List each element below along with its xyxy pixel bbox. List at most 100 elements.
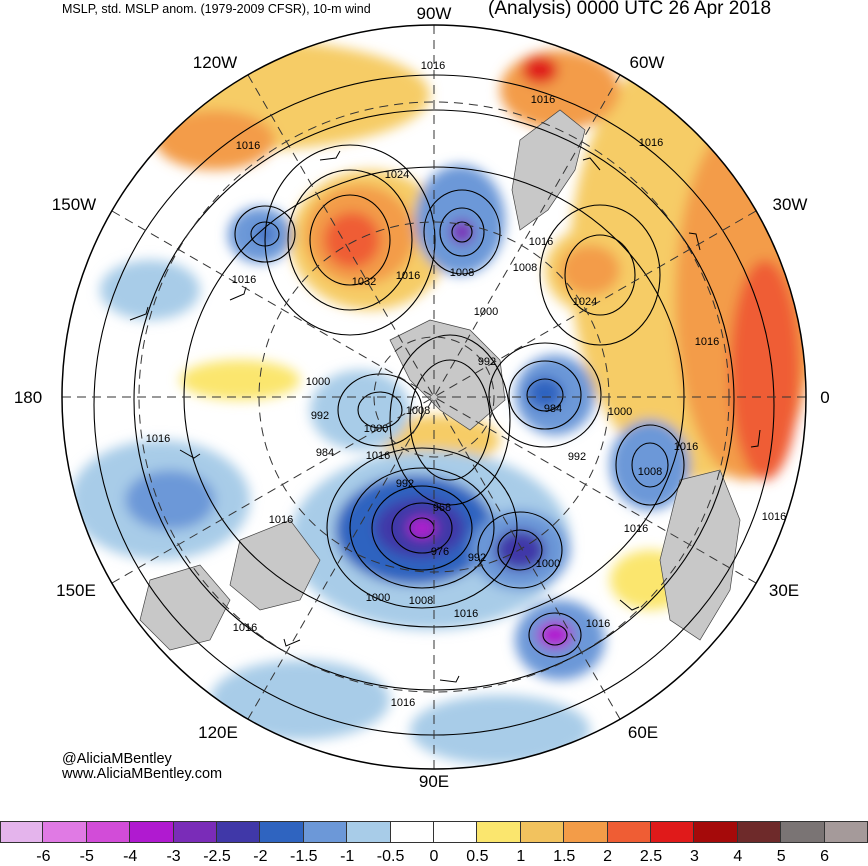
colorbar-swatch <box>86 821 131 843</box>
isobar-label: 1016 <box>531 94 555 106</box>
colorbar-tick-label: 3 <box>689 848 699 865</box>
lon-label-150E: 150E <box>56 581 96 600</box>
analysis-time-title: (Analysis) 0000 UTC 26 Apr 2018 <box>488 0 772 19</box>
isobar-label: 992 <box>568 451 586 463</box>
colorbar-tick-label: 0 <box>429 848 439 865</box>
lon-label-90E: 90E <box>419 772 449 791</box>
colorbar-swatch <box>694 821 738 843</box>
isobar-label: 1000 <box>306 376 330 388</box>
colorbar-tick-label: -2.5 <box>203 848 231 865</box>
isobar-label: 1016 <box>639 137 663 149</box>
colorbar-swatch <box>477 821 521 843</box>
isobar-label: 1016 <box>529 236 553 248</box>
colorbar-swatch <box>564 821 608 843</box>
isobar-label: 1008 <box>450 267 474 279</box>
colorbar-swatch <box>390 821 434 843</box>
colorbar-tick-label: -1 <box>340 848 355 865</box>
colorbar-swatch <box>260 821 304 843</box>
colorbar-tick-label: -2 <box>253 848 268 865</box>
colorbar-tick-label: -6 <box>36 848 51 865</box>
isobar-label: 1032 <box>352 276 376 288</box>
colorbar-swatch <box>520 821 565 843</box>
colorbar-tick-label: -1.5 <box>290 848 318 865</box>
isobar-label: 1016 <box>391 697 415 709</box>
anomaly-shading <box>62 25 806 769</box>
isobar-label: 984 <box>544 403 562 415</box>
isobar-label: 984 <box>316 447 334 459</box>
lon-label-90W: 90W <box>417 4 452 23</box>
isobar-label: 1008 <box>638 466 662 478</box>
map-title: MSLP, std. MSLP anom. (1979-2009 CFSR), … <box>62 2 371 16</box>
isobar-label: 1016 <box>421 60 445 72</box>
isobar-label: 1016 <box>762 511 786 523</box>
lon-label-120E: 120E <box>198 723 238 742</box>
colorbar-swatch <box>303 821 348 843</box>
colorbar-swatch <box>434 821 478 843</box>
colorbar-tick-label: -0.5 <box>376 848 405 865</box>
isobar-label: 992 <box>468 552 486 564</box>
colorbar-tick-label: 1 <box>516 848 526 865</box>
isobar-label: 1024 <box>573 296 597 308</box>
lon-label-150W: 150W <box>52 195 96 214</box>
colorbar-swatch <box>130 821 174 843</box>
isobar-label: 1008 <box>409 595 433 607</box>
isobar-label: 992 <box>396 478 414 490</box>
map-boundary <box>61 24 807 770</box>
colorbar-tick-label: 4 <box>733 848 743 865</box>
isobar-label: 1016 <box>695 336 719 348</box>
isobar-label: 1016 <box>232 274 256 286</box>
colorbar-tick-label: 1.5 <box>553 848 576 865</box>
colorbar-swatch <box>737 821 782 843</box>
isobar-label: 968 <box>433 502 451 514</box>
isobar-labels: 1016 1016 1016 1016 1024 1024 1032 1016 … <box>146 60 786 709</box>
isobar-label: 1016 <box>366 450 390 462</box>
colorbar-tick-label: 2 <box>603 848 613 865</box>
lon-label-0: 0 <box>820 388 829 407</box>
lon-label-60W: 60W <box>630 53 665 72</box>
colorbar-swatch <box>217 821 261 843</box>
isobar-label: 976 <box>431 546 449 558</box>
colorbar-swatch <box>781 821 825 843</box>
isobar-label: 1000 <box>474 306 498 318</box>
lon-label-30W: 30W <box>773 195 808 214</box>
colorbar-tick-label: 2.5 <box>639 848 663 865</box>
isobar-label: 992 <box>478 356 496 368</box>
lon-label-120W: 120W <box>193 53 237 72</box>
colorbar-tick-label: 6 <box>820 848 830 865</box>
isobar-label: 1016 <box>454 608 478 620</box>
anomaly-colorbar: -6 -5 -4 -3 -2.5 -2 -1.5 -1 -0.5 0 0.5 1 1.5 2 2.5 3 4 5 6 <box>0 821 868 865</box>
lon-label-180: 180 <box>14 388 42 407</box>
isobar-label: 1000 <box>366 592 390 604</box>
colorbar-swatch <box>347 821 391 843</box>
credit-url: www.AliciaMBentley.com <box>62 766 223 782</box>
colorbar-swatch <box>0 821 44 843</box>
lon-label-60E: 60E <box>628 723 658 742</box>
colorbar-swatch <box>651 821 695 843</box>
graticule <box>62 25 806 769</box>
isobar-label: 1000 <box>536 558 560 570</box>
isobar-label: 1024 <box>385 169 409 181</box>
longitude-labels: 90W 60W 30W 0 30E 60E 90E 120E 150E 180 … <box>14 4 830 791</box>
isobar-label: 1016 <box>586 618 610 630</box>
isobar-label: 1016 <box>233 622 257 634</box>
isobar-label: 1000 <box>364 423 388 435</box>
colorbar-tick-label: -4 <box>123 848 138 865</box>
colorbar-tick-label: -3 <box>166 848 181 865</box>
polar-map: 90W 60W 30W 0 30E 60E 90E 120E 150E 180 … <box>14 4 830 791</box>
colorbar-tick-label: 0.5 <box>466 848 489 865</box>
colorbar-tick-label: -5 <box>79 848 94 865</box>
isobar-label: 1008 <box>513 262 537 274</box>
isobar-label: 1016 <box>674 441 698 453</box>
credit-handle: @AliciaMBentley <box>62 751 172 767</box>
isobar-label: 1016 <box>396 270 420 282</box>
colorbar-swatch <box>607 821 651 843</box>
colorbar-swatch <box>43 821 87 843</box>
wind-barbs <box>129 150 761 683</box>
isobar-label: 1016 <box>146 433 170 445</box>
isobar-label: 992 <box>311 410 329 422</box>
colorbar-swatch <box>824 821 868 843</box>
lon-label-30E: 30E <box>769 581 799 600</box>
colorbar-swatch <box>173 821 217 843</box>
isobar-label: 1016 <box>624 523 648 535</box>
isobar-label: 1008 <box>406 405 430 417</box>
